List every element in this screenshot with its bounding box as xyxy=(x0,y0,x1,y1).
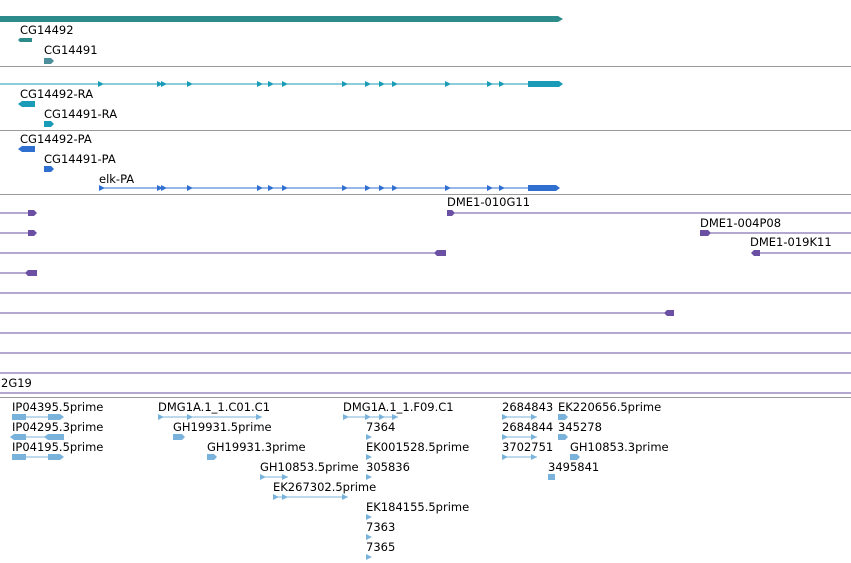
est-305836-feature[interactable] xyxy=(366,474,372,480)
transcript-label-cg14492-ra[interactable]: CG14492-RA xyxy=(20,87,93,101)
est-label-7363[interactable]: 7363 xyxy=(366,520,395,534)
est-label-345278[interactable]: 345278 xyxy=(558,420,602,434)
clone-feature-row[interactable] xyxy=(0,230,37,236)
clone-dme1-004p08-feature[interactable] xyxy=(700,230,851,236)
transcript-track: CG14492-RA CG14491-RA xyxy=(0,81,563,127)
protein-elk-exons[interactable] xyxy=(99,185,560,191)
transcript-elk-exons[interactable] xyxy=(98,81,563,87)
est-label-3495841[interactable]: 3495841 xyxy=(548,460,599,474)
est-3702751-feature[interactable] xyxy=(502,454,537,460)
clone-label-dme1-010g11[interactable]: DME1-010G11 xyxy=(447,195,530,209)
est-7365-feature[interactable] xyxy=(366,554,372,560)
est-label-ip04395-5prime[interactable]: IP04395.5prime xyxy=(12,400,103,414)
est-label-gh19931-3prime[interactable]: GH19931.3prime xyxy=(207,440,306,454)
est-label-gh10853-3prime[interactable]: GH10853.3prime xyxy=(570,440,669,454)
est-7363-feature[interactable] xyxy=(366,534,372,540)
est-ek220656-5prime-feature[interactable] xyxy=(558,414,568,420)
est-345278-feature[interactable] xyxy=(558,434,568,440)
est-label-gh10853-5prime[interactable]: GH10853.5prime xyxy=(260,460,359,474)
clone-dme1-010g11-feature[interactable] xyxy=(447,210,851,216)
gene-label-cg14491[interactable]: CG14491 xyxy=(44,43,98,57)
clone-label-partial[interactable]: 2G19 xyxy=(1,376,32,390)
est-label-3702751[interactable]: 3702751 xyxy=(502,440,553,454)
est-label-2684844[interactable]: 2684844 xyxy=(502,420,553,434)
clone-label-dme1-019k11[interactable]: DME1-019K11 xyxy=(750,235,832,249)
est-dmg1a-f09-feature[interactable] xyxy=(343,414,398,420)
transcript-label-cg14491-ra[interactable]: CG14491-RA xyxy=(44,107,117,121)
clone-feature-row[interactable] xyxy=(0,270,37,276)
est-track: IP04395.5prime IP04295.3prime IP04195.5p… xyxy=(10,400,669,560)
transcript-cg14492-ra-glyph[interactable] xyxy=(18,101,35,107)
protein-track: CG14492-PA CG14491-PA elk-PA xyxy=(18,132,560,191)
est-label-ek220656-5prime[interactable]: EK220656.5prime xyxy=(558,400,661,414)
est-2684843-feature[interactable] xyxy=(502,414,537,420)
protein-label-elk-pa[interactable]: elk-PA xyxy=(99,172,134,186)
est-ek184155-5prime-feature[interactable] xyxy=(366,514,372,520)
est-label-7364[interactable]: 7364 xyxy=(366,420,395,434)
gene-cg14491-glyph[interactable] xyxy=(44,58,54,64)
est-label-305836[interactable]: 305836 xyxy=(366,460,410,474)
est-ek001528-5prime-feature[interactable] xyxy=(366,454,372,460)
est-label-2684843[interactable]: 2684843 xyxy=(502,400,553,414)
gene-span-bar[interactable] xyxy=(0,16,563,22)
est-label-ip04295-3prime[interactable]: IP04295.3prime xyxy=(12,420,103,434)
clone-feature-row[interactable] xyxy=(0,210,37,216)
est-gh10853-5prime-feature[interactable] xyxy=(260,474,288,480)
est-2684844-feature[interactable] xyxy=(502,434,537,440)
est-label-ek001528-5prime[interactable]: EK001528.5prime xyxy=(366,440,469,454)
gene-cg14492-glyph[interactable] xyxy=(18,38,32,42)
est-gh19931-3prime-feature[interactable] xyxy=(207,454,217,460)
gene-label-cg14492[interactable]: CG14492 xyxy=(20,23,74,37)
est-label-dmg1a-c01[interactable]: DMG1A.1_1.C01.C1 xyxy=(158,400,270,414)
est-7364-feature[interactable] xyxy=(366,434,372,440)
est-label-ek184155-5prime[interactable]: EK184155.5prime xyxy=(366,500,469,514)
est-ip04395-5prime-feature[interactable] xyxy=(12,414,64,420)
est-label-gh19931-5prime[interactable]: GH19931.5prime xyxy=(173,420,272,434)
est-label-dmg1a-f09[interactable]: DMG1A.1_1.F09.C1 xyxy=(343,400,454,414)
est-label-ip04195-5prime[interactable]: IP04195.5prime xyxy=(12,440,103,454)
clone-label-dme1-004p08[interactable]: DME1-004P08 xyxy=(700,216,781,230)
gene-track: CG14492 CG14491 xyxy=(0,16,563,64)
clone-dme1-019k11-feature[interactable] xyxy=(751,250,851,256)
protein-label-cg14491-pa[interactable]: CG14491-PA xyxy=(44,152,116,166)
protein-cg14491-pa-glyph[interactable] xyxy=(44,166,54,172)
protein-cg14492-pa-glyph[interactable] xyxy=(18,146,35,152)
transcript-cg14491-ra-glyph[interactable] xyxy=(44,121,54,127)
est-ek267302-5prime-feature[interactable] xyxy=(273,494,348,500)
est-dmg1a-c01-feature[interactable] xyxy=(158,414,262,420)
clone-track: DME1-010G11 DME1-004P08 DME1-019K11 xyxy=(0,195,851,394)
est-label-ek267302-5prime[interactable]: EK267302.5prime xyxy=(273,480,376,494)
est-ip04295-3prime-feature[interactable] xyxy=(10,434,64,440)
est-gh19931-5prime-feature[interactable] xyxy=(173,434,185,440)
est-ip04195-5prime-feature[interactable] xyxy=(12,454,64,460)
clone-feature-row[interactable] xyxy=(0,250,446,256)
clone-feature-row[interactable] xyxy=(0,310,674,316)
est-label-7365[interactable]: 7365 xyxy=(366,540,395,554)
protein-label-cg14492-pa[interactable]: CG14492-PA xyxy=(20,132,92,146)
est-3495841-feature[interactable] xyxy=(548,474,555,480)
est-gh10853-3prime-feature[interactable] xyxy=(570,454,580,460)
